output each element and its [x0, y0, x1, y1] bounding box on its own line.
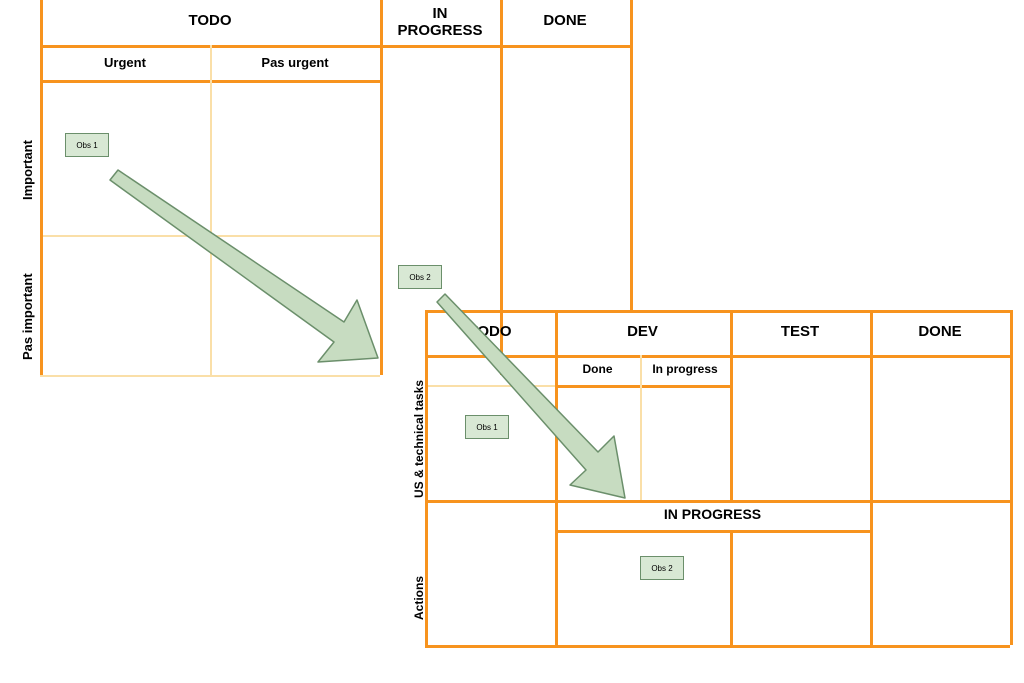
- b1-header-done: DONE: [500, 12, 630, 29]
- card-obs2-mid[interactable]: Obs 2: [398, 265, 442, 289]
- b1-line-top: [40, 45, 630, 48]
- b2-line-sub-bottom: [555, 385, 730, 388]
- b2-row-ustech: US & technical tasks: [412, 380, 426, 498]
- b1-sub-urgent: Urgent: [40, 55, 210, 70]
- b1-sub-noturgent: Pas urgent: [210, 55, 380, 70]
- diagram-stage: TODO IN PROGRESS DONE Urgent Pas urgent …: [0, 0, 1024, 683]
- b1-header-todo: TODO: [40, 12, 380, 29]
- b2-col-1: [555, 310, 558, 645]
- b1-col-4: [630, 0, 633, 310]
- b2-col-3: [870, 310, 873, 645]
- b2-dev-sub-done: Done: [555, 362, 640, 376]
- b2-line-header-bottom: [425, 355, 1010, 358]
- b1-row-notimportant: Pas important: [20, 273, 35, 360]
- card-obs1-low[interactable]: Obs 1: [465, 415, 509, 439]
- b2-dev-sub-inprogress: In progress: [640, 362, 730, 376]
- b2-row-bottom: [425, 645, 1010, 648]
- b2-band-label: IN PROGRESS: [555, 506, 870, 522]
- b2-col-4: [1010, 310, 1013, 645]
- b2-band-bottom: [555, 530, 870, 533]
- b1-col-3: [500, 0, 503, 375]
- b1-header-inprogress: IN PROGRESS: [380, 5, 500, 39]
- b2-row-actions: Actions: [412, 576, 426, 620]
- b2-line-top: [425, 310, 1010, 313]
- b1-col-2: [380, 0, 383, 375]
- card-obs1-top[interactable]: Obs 1: [65, 133, 109, 157]
- b2-row-mid: [425, 500, 1010, 503]
- b1-row-bottom: [40, 375, 380, 377]
- b2-dev-split: [640, 355, 642, 500]
- b2-header-dev: DEV: [555, 323, 730, 340]
- b2-header-done: DONE: [870, 323, 1010, 340]
- b1-row-important: Important: [20, 140, 35, 200]
- b2-header-test: TEST: [730, 323, 870, 340]
- card-obs2-low[interactable]: Obs 2: [640, 556, 684, 580]
- b1-subcol-split: [210, 45, 212, 375]
- b2-todo-light: [425, 385, 555, 387]
- b2-header-todo: TODO: [425, 323, 555, 340]
- b2-col-2b: [730, 530, 733, 645]
- arrow-1: [110, 170, 378, 362]
